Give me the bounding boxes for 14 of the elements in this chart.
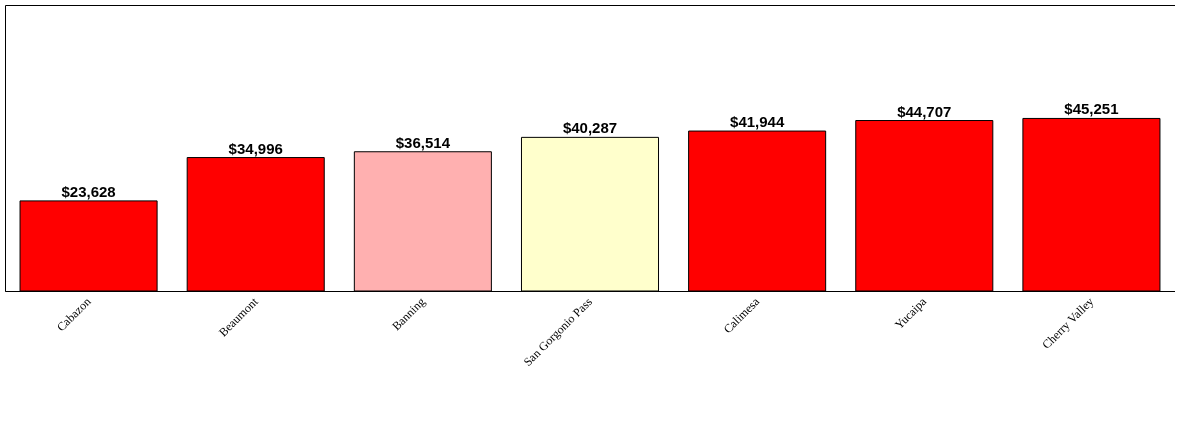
data-label: $45,251: [1064, 100, 1119, 118]
bar: [855, 120, 994, 292]
data-label: $34,996: [228, 139, 283, 157]
bar: [186, 157, 325, 292]
data-label: $23,628: [61, 182, 116, 200]
data-label: $40,287: [562, 119, 618, 137]
bar: [19, 200, 158, 292]
bar: [353, 151, 492, 292]
bar: [1022, 117, 1161, 292]
data-label: $36,514: [395, 133, 451, 151]
data-label: $44,707: [897, 102, 952, 120]
bar: [688, 130, 827, 292]
bar: [520, 136, 660, 292]
data-label: $41,944: [730, 113, 785, 131]
